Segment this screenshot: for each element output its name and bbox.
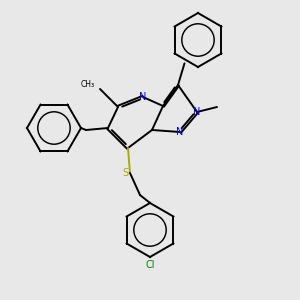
Text: CH₃: CH₃: [81, 80, 95, 88]
Text: Cl: Cl: [145, 260, 155, 270]
Text: N: N: [176, 127, 184, 137]
Text: S: S: [122, 168, 128, 178]
Text: N: N: [193, 107, 201, 117]
Text: N: N: [139, 92, 147, 102]
